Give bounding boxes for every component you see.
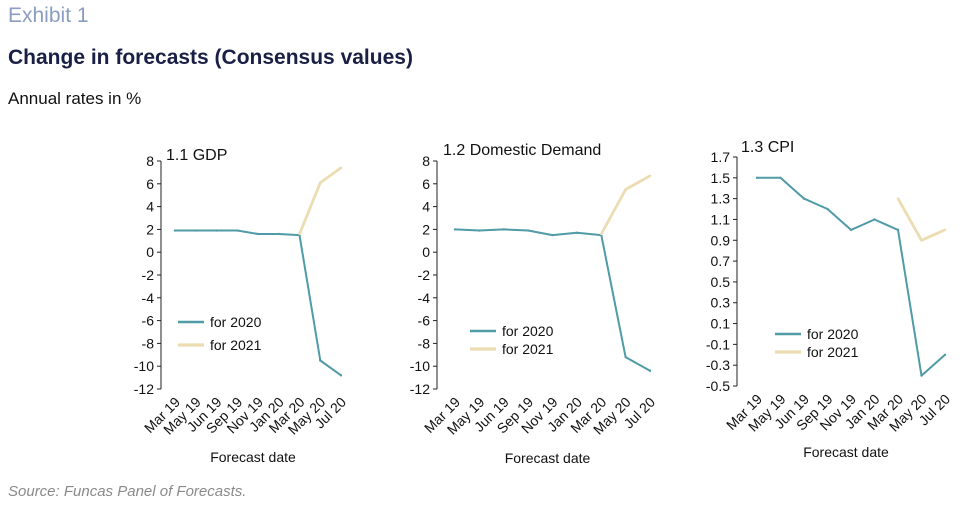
data-point (624, 188, 627, 191)
data-point (215, 229, 218, 232)
y-tick-label: 0 (146, 244, 154, 260)
data-point (802, 197, 806, 200)
y-tick-label: -6 (142, 313, 155, 329)
y-tick-label: 6 (146, 176, 154, 192)
y-tick-label: 8 (422, 153, 430, 169)
y-tick-label: 4 (146, 199, 154, 215)
y-tick-label: 1.1 (711, 211, 731, 227)
y-tick-label: -12 (134, 381, 154, 397)
y-tick-label: -8 (418, 335, 431, 351)
y-tick-label: 8 (146, 153, 154, 169)
series-line-2021 (896, 197, 946, 242)
data-point (173, 229, 177, 232)
y-tick-label: 6 (422, 176, 430, 192)
data-point (453, 228, 457, 231)
data-point (920, 239, 923, 242)
data-point (194, 229, 197, 232)
data-point (600, 232, 603, 236)
y-tick-label: -2 (418, 267, 431, 283)
data-point (502, 228, 505, 231)
y-tick-label: 1.5 (711, 170, 731, 186)
page-subtitle: Annual rates in % (8, 89, 142, 108)
legend-label: for 2021 (502, 341, 554, 357)
y-tick-label: 0.1 (711, 316, 731, 332)
data-point (575, 231, 579, 235)
data-point (648, 369, 652, 372)
data-point (896, 228, 900, 232)
y-tick-label: 4 (422, 199, 430, 215)
series-line-2021 (600, 174, 651, 235)
data-point (943, 228, 947, 232)
legend-label: for 2020 (210, 314, 262, 330)
y-tick-label: -10 (410, 358, 430, 374)
y-tick-label: 1.7 (711, 149, 731, 165)
series-line-2020 (175, 229, 342, 377)
y-tick-label: -4 (142, 290, 155, 306)
x-axis-label: Forecast date (803, 444, 889, 460)
y-tick-label: -0.1 (706, 336, 730, 352)
page-title: Change in forecasts (Consensus values) (8, 46, 413, 69)
legend-label: for 2021 (210, 337, 262, 353)
data-point (943, 353, 947, 356)
y-tick-label: -0.3 (706, 357, 730, 373)
data-point (551, 233, 554, 237)
data-point (277, 232, 280, 236)
y-tick-label: 0 (422, 244, 430, 260)
data-point (873, 218, 876, 221)
y-tick-label: 0.5 (711, 274, 731, 290)
chart-title: 1.1 GDP (166, 147, 227, 164)
y-tick-label: 1.3 (711, 191, 731, 207)
legend-label: for 2021 (807, 344, 859, 360)
data-point (319, 359, 322, 362)
y-tick-label: -2 (142, 267, 155, 283)
data-point (779, 176, 782, 180)
data-point (896, 197, 900, 200)
data-point (256, 232, 260, 236)
y-tick-label: -10 (134, 358, 154, 374)
y-tick-label: 0.9 (711, 232, 731, 248)
data-point (339, 166, 343, 170)
data-point (478, 229, 481, 232)
y-tick-label: -12 (410, 381, 430, 397)
y-tick-label: 0.7 (711, 253, 731, 269)
y-tick-label: 2 (146, 221, 154, 237)
data-point (648, 174, 652, 178)
data-point (319, 181, 322, 184)
data-point (236, 229, 239, 232)
y-tick-label: -8 (142, 335, 155, 351)
chart-title: 1.3 CPI (741, 139, 794, 156)
x-axis-label: Forecast date (505, 450, 591, 466)
y-tick-label: 2 (422, 221, 430, 237)
exhibit-label: Exhibit 1 (8, 4, 89, 27)
data-point (920, 374, 923, 377)
series-line-2021 (298, 166, 342, 235)
data-point (526, 229, 530, 232)
data-point (298, 232, 301, 236)
data-point (624, 355, 627, 359)
data-point (755, 176, 759, 180)
y-tick-label: -4 (418, 290, 431, 306)
source-note: Source: Funcas Panel of Forecasts. (8, 483, 247, 500)
y-tick-label: -6 (418, 313, 431, 329)
y-tick-label: 0.3 (711, 295, 731, 311)
data-point (826, 207, 829, 211)
y-tick-label: -0.5 (706, 378, 730, 394)
chart-title: 1.2 Domestic Demand (443, 142, 601, 159)
data-point (339, 374, 343, 377)
x-axis-label: Forecast date (210, 449, 296, 465)
chart-panel-3: 1.7 1.5 1.3 1.1 0.9 0.7 0.5 0.3 0.1 -0.1 -0.3 -0.5 1… (706, 139, 953, 460)
legend-label: for 2020 (502, 323, 554, 339)
legend-label: for 2020 (807, 326, 859, 342)
data-point (849, 228, 853, 232)
